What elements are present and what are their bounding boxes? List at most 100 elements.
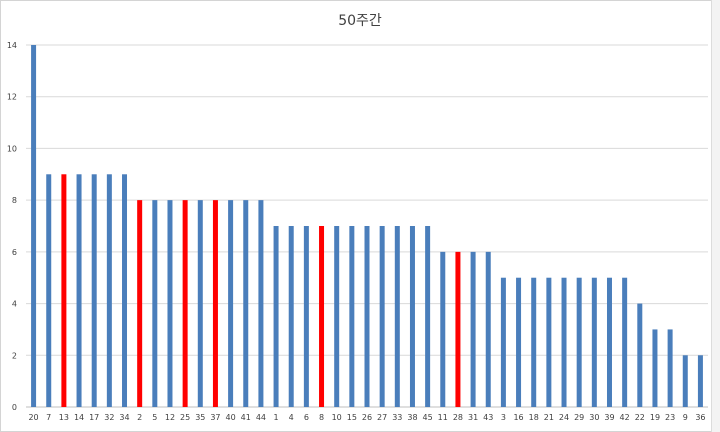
x-tick-label: 25 <box>180 413 190 422</box>
x-tick-label: 19 <box>650 413 660 422</box>
bar <box>576 277 582 407</box>
bar <box>122 174 128 407</box>
x-tick-label: 1 <box>274 413 279 422</box>
bar <box>425 226 431 407</box>
x-tick-label: 32 <box>104 413 114 422</box>
bar <box>591 277 597 407</box>
bar <box>606 277 612 407</box>
x-tick-label: 37 <box>210 413 220 422</box>
x-tick-label: 42 <box>620 413 630 422</box>
bar-highlighted <box>212 200 218 407</box>
x-tick-label: 34 <box>119 413 129 422</box>
x-tick-label: 20 <box>28 413 38 422</box>
bar <box>303 226 309 407</box>
bar <box>152 200 158 407</box>
y-tick-label: 4 <box>12 300 17 309</box>
x-tick-label: 33 <box>392 413 402 422</box>
bar <box>531 277 537 407</box>
x-tick-label: 11 <box>438 413 448 422</box>
bar <box>334 226 340 407</box>
bar <box>485 251 491 407</box>
x-tick-label: 40 <box>226 413 236 422</box>
bar <box>243 200 249 407</box>
bar <box>682 355 688 407</box>
x-tick-label: 10 <box>332 413 342 422</box>
x-tick-label: 27 <box>377 413 387 422</box>
bar <box>667 329 673 407</box>
x-tick-label: 6 <box>304 413 309 422</box>
x-tick-label: 15 <box>347 413 357 422</box>
bar <box>470 251 476 407</box>
bar <box>349 226 355 407</box>
bar <box>273 226 279 407</box>
bar <box>637 303 643 407</box>
chart-title: 50주간 <box>338 13 382 29</box>
bar <box>288 226 294 407</box>
y-tick-label: 6 <box>12 248 17 257</box>
x-tick-label: 24 <box>559 413 569 422</box>
x-tick-label: 31 <box>468 413 478 422</box>
bar <box>500 277 506 407</box>
bar <box>622 277 628 407</box>
x-tick-label: 21 <box>544 413 554 422</box>
x-tick-label: 3 <box>501 413 506 422</box>
x-tick-label: 36 <box>695 413 705 422</box>
x-tick-label: 2 <box>137 413 142 422</box>
bar-highlighted <box>137 200 143 407</box>
x-tick-label: 45 <box>423 413 433 422</box>
bar <box>409 226 415 407</box>
bar <box>228 200 234 407</box>
bar <box>31 45 37 407</box>
bar <box>394 226 400 407</box>
x-tick-label: 12 <box>165 413 175 422</box>
x-tick-label: 43 <box>483 413 493 422</box>
x-tick-label: 29 <box>574 413 584 422</box>
y-tick-label: 14 <box>7 41 17 50</box>
x-tick-label: 26 <box>362 413 372 422</box>
bar <box>91 174 97 407</box>
bar-highlighted <box>61 174 67 407</box>
y-tick-label: 8 <box>12 196 17 205</box>
y-tick-label: 2 <box>12 351 17 360</box>
bar <box>76 174 82 407</box>
bar <box>697 355 703 407</box>
y-tick-label: 0 <box>12 403 17 412</box>
x-tick-label: 22 <box>635 413 645 422</box>
bar-highlighted <box>319 226 325 407</box>
bar <box>167 200 173 407</box>
bar <box>258 200 264 407</box>
scrollbar-strip[interactable] <box>711 0 720 432</box>
x-tick-label: 8 <box>319 413 324 422</box>
bar <box>561 277 567 407</box>
x-tick-label: 9 <box>683 413 688 422</box>
x-tick-label: 16 <box>513 413 523 422</box>
x-tick-label: 28 <box>453 413 463 422</box>
x-tick-label: 17 <box>89 413 99 422</box>
x-tick-label: 41 <box>241 413 251 422</box>
bar <box>546 277 552 407</box>
y-tick-label: 12 <box>7 93 17 102</box>
bar <box>652 329 658 407</box>
bar <box>516 277 522 407</box>
x-tick-label: 4 <box>289 413 294 422</box>
x-tick-label: 14 <box>74 413 84 422</box>
x-tick-label: 23 <box>665 413 675 422</box>
x-tick-label: 38 <box>407 413 417 422</box>
x-tick-label: 30 <box>589 413 599 422</box>
x-tick-label: 39 <box>604 413 614 422</box>
bar <box>106 174 112 407</box>
x-tick-label: 5 <box>152 413 157 422</box>
bar <box>379 226 385 407</box>
x-tick-label: 18 <box>529 413 539 422</box>
bar-highlighted <box>182 200 188 407</box>
bar-highlighted <box>455 251 461 407</box>
bar <box>440 251 446 407</box>
bar <box>197 200 203 407</box>
x-tick-label: 7 <box>46 413 51 422</box>
bar <box>364 226 370 407</box>
x-tick-label: 44 <box>256 413 266 422</box>
x-tick-label: 35 <box>195 413 205 422</box>
x-tick-label: 13 <box>59 413 69 422</box>
